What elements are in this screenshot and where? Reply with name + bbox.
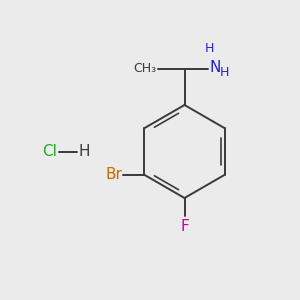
Text: CH₃: CH₃ — [133, 62, 156, 76]
Text: F: F — [180, 219, 189, 234]
Text: H: H — [220, 65, 229, 79]
Text: H: H — [204, 43, 214, 56]
Text: Cl: Cl — [42, 144, 57, 159]
Text: Br: Br — [106, 167, 122, 182]
Text: H: H — [78, 144, 89, 159]
Text: N: N — [209, 60, 220, 75]
